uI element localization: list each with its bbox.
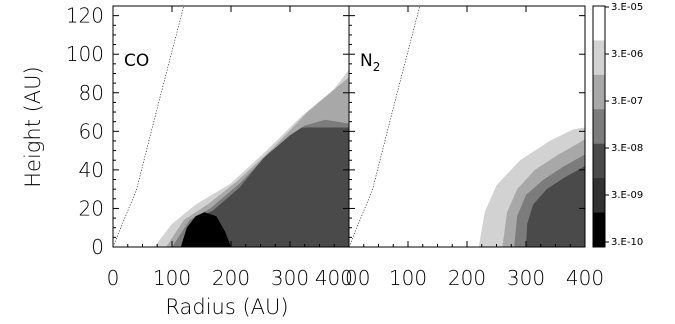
panel-n2: N2	[349, 6, 585, 247]
y-tick-label: 60	[79, 119, 104, 143]
colorbar-label: 3.E-06	[611, 49, 643, 60]
x-tick-label: 100	[153, 266, 191, 290]
y-axis-title: Height (AU)	[21, 66, 45, 188]
colorbar-band	[593, 75, 605, 110]
panels-group: CO N2	[113, 6, 585, 247]
colorbar-band	[593, 178, 605, 213]
x-axis-title: Radius (AU)	[165, 295, 288, 319]
colorbar-label: 3.E-07	[611, 96, 643, 107]
x-tick-label: 200	[448, 266, 486, 290]
colorbar-band	[593, 109, 605, 144]
colorbar-band	[593, 144, 605, 179]
x-tick-label: 100	[389, 266, 427, 290]
panel-label-subscript: 2	[373, 60, 381, 74]
y-tick-label: 40	[79, 158, 104, 182]
y-tick-label: 80	[79, 81, 104, 105]
colorbar-label: 3.E-05	[611, 2, 643, 13]
y-tick-label: 0	[91, 235, 104, 259]
x-tick-label: 00	[345, 266, 370, 290]
colorbar-band	[593, 213, 605, 248]
panel-co: CO	[113, 6, 349, 247]
x-tick-label: 300	[507, 266, 545, 290]
y-tick-label: 100	[66, 42, 104, 66]
x-tick-label: 400	[566, 266, 604, 290]
colorbar-label: 3.E-09	[611, 190, 643, 201]
y-tick-label: 120	[66, 4, 104, 28]
x-tick-label: 200	[212, 266, 250, 290]
colorbar-label: 3.E-08	[611, 143, 643, 154]
colorbar-band	[593, 6, 605, 41]
colorbar: 3.E-05 3.E-06 3.E-07 3.E-08 3.E-09 3.E-10	[593, 2, 643, 248]
y-tick-label: 20	[79, 196, 104, 220]
colorbar-band	[593, 40, 605, 75]
x-tick-label: 300	[271, 266, 309, 290]
x-tick-label: 0	[107, 266, 120, 290]
panel-label: CO	[124, 51, 149, 71]
colorbar-label: 3.E-10	[611, 237, 643, 248]
